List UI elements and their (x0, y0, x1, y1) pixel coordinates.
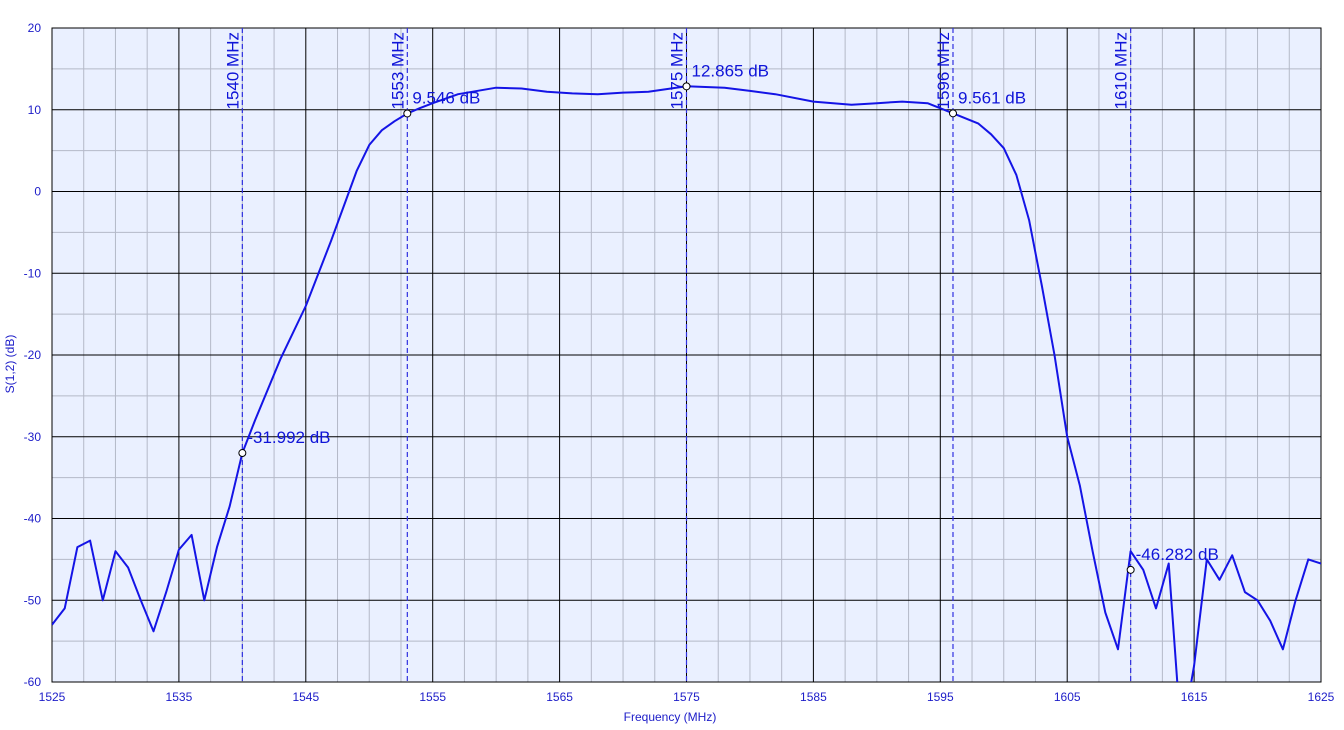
marker-value-label: -31.992 dB (247, 428, 330, 447)
marker-value-label: -46.282 dB (1136, 545, 1219, 564)
y-tick-label: -30 (24, 430, 42, 444)
marker-lines (241, 28, 1132, 682)
marker-frequency-label: 1610 MHz (1112, 32, 1131, 109)
marker-point (1126, 565, 1135, 574)
y-tick-label: -60 (24, 675, 42, 689)
y-tick-label: 0 (34, 185, 41, 199)
y-axis-title: S(1,2) (dB) (3, 335, 17, 394)
y-axis-ticks: 20 10 0 -10 -20 -30 -40 -50 -60 (24, 21, 42, 689)
marker-value-label: 9.561 dB (958, 88, 1026, 107)
marker-frequency-label: 1596 MHz (934, 32, 953, 109)
x-axis-ticks: 1525 1535 1545 1555 1565 1575 1585 1595 1605 1615… (39, 690, 1335, 704)
x-tick-label: 1585 (800, 690, 827, 704)
y-tick-label: -10 (24, 266, 42, 280)
y-tick-label: 10 (28, 103, 42, 117)
marker-value-label: 12.865 dB (692, 61, 770, 80)
x-tick-label: 1605 (1054, 690, 1081, 704)
x-tick-label: 1535 (166, 690, 193, 704)
x-tick-label: 1555 (419, 690, 446, 704)
x-tick-label: 1625 (1308, 690, 1335, 704)
marker-frequency-label: 1553 MHz (388, 32, 407, 109)
series-line (52, 85, 1321, 682)
x-tick-label: 1595 (927, 690, 954, 704)
y-tick-label: -20 (24, 348, 42, 362)
x-tick-label: 1615 (1181, 690, 1208, 704)
y-tick-label: 20 (28, 21, 42, 35)
marker-point (682, 82, 691, 91)
x-tick-label: 1565 (546, 690, 573, 704)
y-tick-label: -40 (24, 512, 42, 526)
marker-labels: 1540 MHz -31.992 dB 1553 MHz 9.546 dB 1575 M… (223, 32, 1218, 564)
marker-value-label: 9.546 dB (412, 88, 480, 107)
x-axis-title: Frequency (MHz) (624, 710, 717, 724)
marker-frequency-label: 1575 MHz (668, 32, 687, 109)
series-group (52, 85, 1321, 682)
x-tick-label: 1575 (673, 690, 700, 704)
marker-frequency-label: 1540 MHz (223, 32, 242, 109)
marker-points (238, 82, 1135, 574)
marker-point (238, 449, 247, 458)
marker-point (403, 109, 412, 118)
x-tick-label: 1545 (292, 690, 319, 704)
y-tick-label: -50 (24, 593, 42, 607)
x-tick-label: 1525 (39, 690, 66, 704)
marker-point (948, 109, 957, 118)
